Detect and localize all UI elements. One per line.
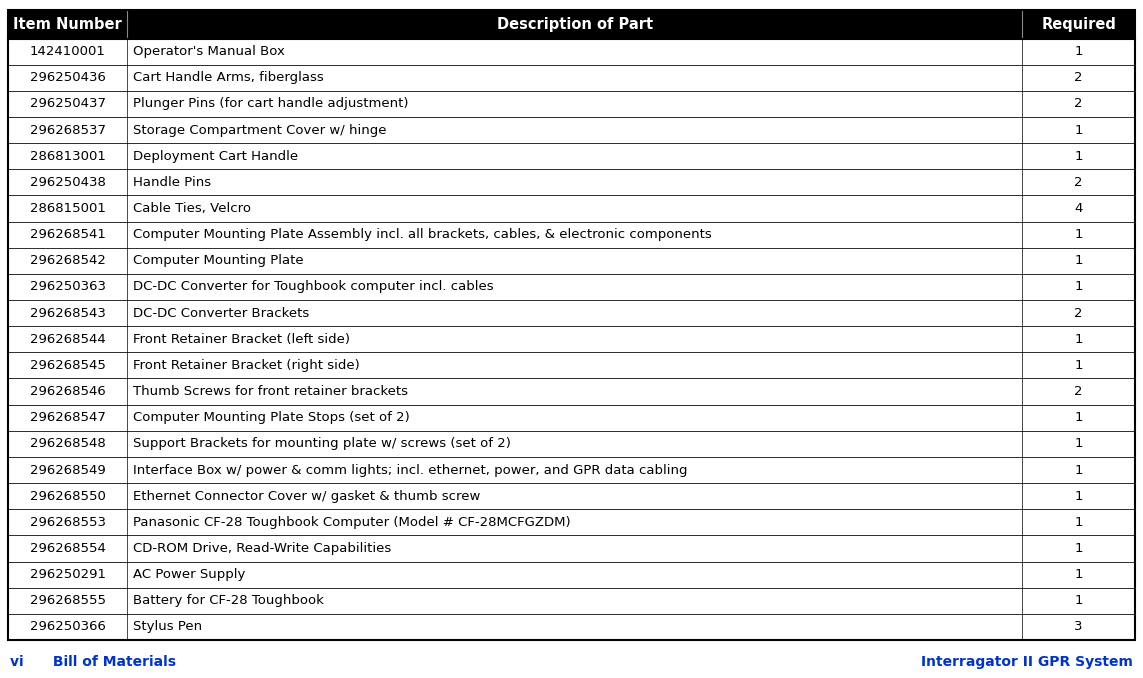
Text: Plunger Pins (for cart handle adjustment): Plunger Pins (for cart handle adjustment…: [134, 98, 409, 111]
Text: 2: 2: [1074, 176, 1082, 189]
Text: 286813001: 286813001: [30, 150, 105, 163]
Text: 296268548: 296268548: [30, 437, 105, 450]
Text: 296268543: 296268543: [30, 306, 105, 319]
Text: 2: 2: [1074, 306, 1082, 319]
Text: Ethernet Connector Cover w/ gasket & thumb screw: Ethernet Connector Cover w/ gasket & thu…: [134, 490, 481, 502]
Bar: [8, 378, 1135, 405]
Text: DC-DC Converter Brackets: DC-DC Converter Brackets: [134, 306, 310, 319]
Text: Deployment Cart Handle: Deployment Cart Handle: [134, 150, 298, 163]
Bar: [8, 274, 1135, 300]
Text: 296250436: 296250436: [30, 71, 105, 84]
Text: 4: 4: [1074, 202, 1082, 215]
Text: 1: 1: [1074, 359, 1082, 372]
Text: 1: 1: [1074, 228, 1082, 241]
Text: 1: 1: [1074, 568, 1082, 581]
Text: 296268550: 296268550: [30, 490, 105, 502]
Bar: [8, 457, 1135, 483]
Bar: [8, 509, 1135, 536]
Text: 1: 1: [1074, 281, 1082, 294]
Bar: [8, 10, 1135, 39]
Text: 1: 1: [1074, 333, 1082, 346]
Text: Item Number: Item Number: [14, 17, 122, 32]
Text: 2: 2: [1074, 71, 1082, 84]
Text: Required: Required: [1041, 17, 1116, 32]
Text: 1: 1: [1074, 516, 1082, 529]
Bar: [8, 588, 1135, 614]
Text: 1: 1: [1074, 150, 1082, 163]
Text: vi      Bill of Materials: vi Bill of Materials: [10, 655, 176, 669]
Text: 2: 2: [1074, 385, 1082, 398]
Text: Cart Handle Arms, fiberglass: Cart Handle Arms, fiberglass: [134, 71, 325, 84]
Text: 1: 1: [1074, 411, 1082, 424]
Text: Cable Ties, Velcro: Cable Ties, Velcro: [134, 202, 251, 215]
Text: 296250366: 296250366: [30, 620, 105, 633]
Text: 296268541: 296268541: [30, 228, 105, 241]
Text: 296268546: 296268546: [30, 385, 105, 398]
Text: Battery for CF-28 Toughbook: Battery for CF-28 Toughbook: [134, 595, 325, 607]
Text: Support Brackets for mounting plate w/ screws (set of 2): Support Brackets for mounting plate w/ s…: [134, 437, 511, 450]
Text: 1: 1: [1074, 595, 1082, 607]
Bar: [8, 353, 1135, 378]
Text: 1: 1: [1074, 464, 1082, 477]
Text: 2: 2: [1074, 98, 1082, 111]
Bar: [8, 222, 1135, 247]
Text: 296250437: 296250437: [30, 98, 106, 111]
Bar: [8, 561, 1135, 588]
Bar: [8, 300, 1135, 326]
Bar: [8, 195, 1135, 222]
Bar: [8, 143, 1135, 170]
Text: 1: 1: [1074, 45, 1082, 58]
Text: Computer Mounting Plate: Computer Mounting Plate: [134, 254, 304, 267]
Text: Front Retainer Bracket (left side): Front Retainer Bracket (left side): [134, 333, 351, 346]
Text: AC Power Supply: AC Power Supply: [134, 568, 246, 581]
Bar: [8, 39, 1135, 64]
Text: 296268554: 296268554: [30, 542, 105, 555]
Text: Computer Mounting Plate Assembly incl. all brackets, cables, & electronic compon: Computer Mounting Plate Assembly incl. a…: [134, 228, 712, 241]
Text: 1: 1: [1074, 542, 1082, 555]
Text: Handle Pins: Handle Pins: [134, 176, 211, 189]
Text: 296250363: 296250363: [30, 281, 106, 294]
Text: CD-ROM Drive, Read-Write Capabilities: CD-ROM Drive, Read-Write Capabilities: [134, 542, 392, 555]
Text: Front Retainer Bracket (right side): Front Retainer Bracket (right side): [134, 359, 360, 372]
Bar: [8, 431, 1135, 457]
Bar: [8, 117, 1135, 143]
Text: 296268544: 296268544: [30, 333, 105, 346]
Text: 1: 1: [1074, 490, 1082, 502]
Bar: [8, 483, 1135, 509]
Bar: [8, 405, 1135, 431]
Text: 296268545: 296268545: [30, 359, 105, 372]
Bar: [8, 536, 1135, 561]
Text: 296268553: 296268553: [30, 516, 106, 529]
Text: Interragator II GPR System: Interragator II GPR System: [921, 655, 1133, 669]
Text: 3: 3: [1074, 620, 1082, 633]
Text: Description of Part: Description of Part: [497, 17, 653, 32]
Text: 296268547: 296268547: [30, 411, 105, 424]
Text: Operator's Manual Box: Operator's Manual Box: [134, 45, 286, 58]
Text: Computer Mounting Plate Stops (set of 2): Computer Mounting Plate Stops (set of 2): [134, 411, 410, 424]
Text: Interface Box w/ power & comm lights; incl. ethernet, power, and GPR data cablin: Interface Box w/ power & comm lights; in…: [134, 464, 688, 477]
Text: 296268542: 296268542: [30, 254, 105, 267]
Bar: [8, 64, 1135, 91]
Text: Thumb Screws for front retainer brackets: Thumb Screws for front retainer brackets: [134, 385, 408, 398]
Text: Storage Compartment Cover w/ hinge: Storage Compartment Cover w/ hinge: [134, 123, 387, 136]
Text: 296250291: 296250291: [30, 568, 106, 581]
Text: 296250438: 296250438: [30, 176, 105, 189]
Text: 286815001: 286815001: [30, 202, 105, 215]
Text: Stylus Pen: Stylus Pen: [134, 620, 202, 633]
Text: 1: 1: [1074, 123, 1082, 136]
Bar: [8, 91, 1135, 117]
Text: 296268555: 296268555: [30, 595, 106, 607]
Bar: [8, 247, 1135, 274]
Text: Panasonic CF-28 Toughbook Computer (Model # CF-28MCFGZDM): Panasonic CF-28 Toughbook Computer (Mode…: [134, 516, 572, 529]
Bar: [8, 326, 1135, 353]
Bar: [8, 614, 1135, 640]
Text: 1: 1: [1074, 254, 1082, 267]
Text: 1: 1: [1074, 437, 1082, 450]
Text: DC-DC Converter for Toughbook computer incl. cables: DC-DC Converter for Toughbook computer i…: [134, 281, 494, 294]
Text: 142410001: 142410001: [30, 45, 105, 58]
Text: 296268549: 296268549: [30, 464, 105, 477]
Bar: [8, 170, 1135, 195]
Text: 296268537: 296268537: [30, 123, 106, 136]
